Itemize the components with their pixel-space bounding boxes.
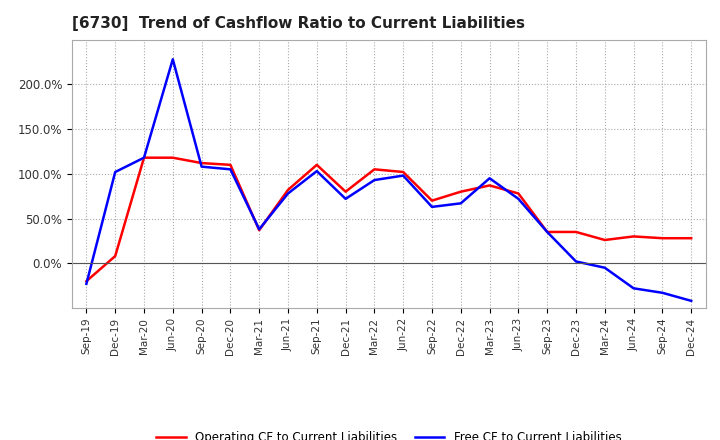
Legend: Operating CF to Current Liabilities, Free CF to Current Liabilities: Operating CF to Current Liabilities, Fre… xyxy=(151,427,626,440)
Operating CF to Current Liabilities xyxy=(341,189,350,194)
Operating CF to Current Liabilities xyxy=(456,189,465,194)
Operating CF to Current Liabilities xyxy=(370,167,379,172)
Free CF to Current Liabilities xyxy=(197,164,206,169)
Free CF to Current Liabilities xyxy=(82,281,91,286)
Free CF to Current Liabilities xyxy=(456,201,465,206)
Operating CF to Current Liabilities xyxy=(399,169,408,175)
Line: Operating CF to Current Liabilities: Operating CF to Current Liabilities xyxy=(86,158,691,281)
Free CF to Current Liabilities xyxy=(514,196,523,202)
Operating CF to Current Liabilities xyxy=(514,191,523,196)
Operating CF to Current Liabilities xyxy=(140,155,148,160)
Free CF to Current Liabilities xyxy=(687,298,696,304)
Operating CF to Current Liabilities xyxy=(629,234,638,239)
Free CF to Current Liabilities xyxy=(255,227,264,232)
Free CF to Current Liabilities xyxy=(226,167,235,172)
Free CF to Current Liabilities xyxy=(543,229,552,235)
Free CF to Current Liabilities xyxy=(312,169,321,174)
Operating CF to Current Liabilities xyxy=(572,229,580,235)
Free CF to Current Liabilities xyxy=(658,290,667,295)
Operating CF to Current Liabilities xyxy=(226,162,235,168)
Operating CF to Current Liabilities xyxy=(485,183,494,188)
Free CF to Current Liabilities xyxy=(428,204,436,209)
Free CF to Current Liabilities xyxy=(111,169,120,175)
Free CF to Current Liabilities xyxy=(140,155,148,160)
Operating CF to Current Liabilities xyxy=(312,162,321,168)
Free CF to Current Liabilities xyxy=(168,57,177,62)
Operating CF to Current Liabilities xyxy=(197,161,206,166)
Operating CF to Current Liabilities xyxy=(428,198,436,203)
Operating CF to Current Liabilities xyxy=(255,227,264,233)
Operating CF to Current Liabilities xyxy=(284,187,292,193)
Free CF to Current Liabilities xyxy=(485,176,494,181)
Free CF to Current Liabilities xyxy=(600,265,609,270)
Free CF to Current Liabilities xyxy=(572,259,580,264)
Operating CF to Current Liabilities xyxy=(168,155,177,160)
Free CF to Current Liabilities xyxy=(370,177,379,183)
Operating CF to Current Liabilities xyxy=(600,237,609,242)
Operating CF to Current Liabilities xyxy=(687,235,696,241)
Free CF to Current Liabilities xyxy=(629,286,638,291)
Operating CF to Current Liabilities xyxy=(658,235,667,241)
Operating CF to Current Liabilities xyxy=(82,279,91,284)
Free CF to Current Liabilities xyxy=(399,173,408,178)
Text: [6730]  Trend of Cashflow Ratio to Current Liabilities: [6730] Trend of Cashflow Ratio to Curren… xyxy=(72,16,525,32)
Operating CF to Current Liabilities xyxy=(111,253,120,259)
Free CF to Current Liabilities xyxy=(284,191,292,196)
Operating CF to Current Liabilities xyxy=(543,229,552,235)
Free CF to Current Liabilities xyxy=(341,196,350,202)
Line: Free CF to Current Liabilities: Free CF to Current Liabilities xyxy=(86,59,691,301)
